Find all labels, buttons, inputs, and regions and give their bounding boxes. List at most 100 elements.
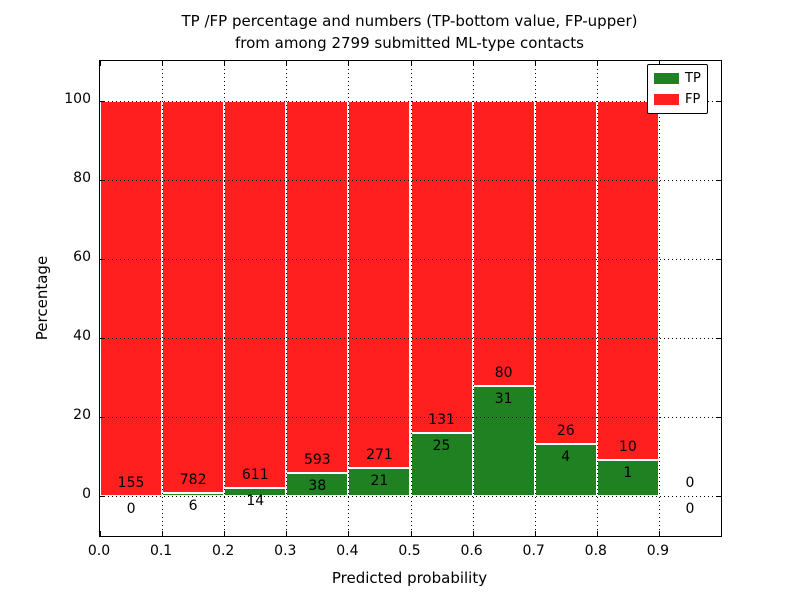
v-gridline [658,61,660,536]
y-tick-mark-right [716,258,721,260]
x-tick-mark [162,531,164,536]
v-gridline [224,61,226,536]
y-tick-mark [100,417,105,419]
x-tick-mark [472,531,474,536]
fp-count-label: 611 [241,466,269,483]
fp-bar-segment [534,100,597,444]
tp-bar-segment [596,460,659,497]
y-tick-mark [100,179,105,181]
fp-count-label: 131 [428,411,455,428]
x-tick-mark-top [410,61,412,66]
v-gridline [472,61,474,536]
tp-count-label: 0 [685,501,695,518]
plot-area: 155 0 782 6 611 14 593 38 271 21 131 25 80 31 26 4 10 1 0 0 [99,60,722,537]
tp-bar-segment [410,432,473,497]
y-tick-mark-right [716,100,721,102]
fp-legend-swatch [654,94,679,105]
tp-legend-label: TP [685,71,701,86]
y-tick-mark-right [716,179,721,181]
tp-count-label: 1 [623,465,633,482]
x-tick-mark-top [286,61,288,66]
y-tick-label: 100 [64,90,91,107]
y-tick-mark-right [716,338,721,340]
x-tick-mark [348,531,350,536]
x-tick-label: 0.4 [336,543,359,559]
y-tick-mark-right [716,417,721,419]
y-tick-mark [100,338,105,340]
tp-count-label: 4 [561,448,571,465]
legend-item-tp: TP [654,72,701,85]
y-tick-label: 20 [73,407,91,424]
x-tick-label: 0.3 [274,543,297,559]
x-tick-mark [286,531,288,536]
tp-count-label: 31 [494,390,513,407]
x-tick-mark-top [100,61,101,66]
x-tick-mark-top [472,61,474,66]
tp-count-label: 21 [370,472,389,489]
fp-count-label: 80 [494,364,513,381]
y-tick-mark [100,258,105,260]
x-tick-mark-top [348,61,350,66]
v-gridline [534,61,536,536]
v-gridline [410,61,412,536]
x-tick-label: 0.9 [646,543,670,559]
fp-legend-label: FP [685,92,701,107]
tp-bar-segment [472,385,535,497]
y-tick-label: 60 [73,248,91,265]
fp-bar-segment [596,100,659,461]
legend: TP FP [647,64,708,114]
fp-count-label: 271 [366,446,393,463]
x-tick-label: 0.6 [460,543,483,559]
fp-bar-segment [472,100,535,386]
fp-bar-segment [100,100,163,497]
fp-count-label: 10 [618,439,637,456]
x-tick-mark-top [534,61,536,66]
fp-count-label: 782 [179,472,207,489]
tp-count-label: 6 [188,498,198,515]
y-tick-mark-right [716,496,721,498]
x-tick-mark-top [596,61,598,66]
tp-count-label: 38 [308,477,327,494]
y-tick-mark [100,100,105,102]
y-tick-mark [100,496,105,498]
x-tick-mark [100,531,101,536]
fp-bar-segment [224,100,287,488]
tp-count-label: 25 [432,437,451,454]
fp-bar-segment [162,100,225,494]
y-tick-label: 40 [73,328,91,345]
v-gridline [596,61,598,536]
v-gridline [162,61,164,536]
x-tick-mark-top [658,61,660,66]
x-tick-label: 0.8 [584,543,607,559]
fp-bar-segment [286,100,349,473]
y-tick-label: 0 [82,486,91,503]
x-tick-mark [410,531,412,536]
v-gridline [286,61,288,536]
x-tick-label: 0.2 [212,543,235,559]
v-gridline [348,61,350,536]
fp-bar-segment [348,100,411,468]
x-tick-label: 0.7 [522,543,545,559]
chart-title: TP /FP percentage and numbers (TP-bottom… [181,12,638,52]
x-tick-mark [658,531,660,536]
x-tick-mark-top [224,61,226,66]
tp-count-label: 14 [246,492,265,509]
y-tick-label: 80 [73,169,91,186]
fp-count-label: 155 [117,475,145,492]
x-tick-mark [224,531,226,536]
tp-bar-segment [534,443,597,497]
x-tick-mark [596,531,598,536]
fp-count-label: 0 [685,475,695,492]
tp-legend-swatch [654,73,679,84]
x-tick-label: 0.5 [398,543,421,559]
fp-count-label: 593 [303,451,331,468]
fp-bar-segment [410,100,473,433]
tp-count-label: 0 [126,501,136,518]
x-axis-label: Predicted probability [331,569,488,587]
fp-count-label: 26 [556,422,575,439]
legend-item-fp: FP [654,93,701,106]
x-tick-label: 0.1 [149,543,173,559]
tp-bar-segment [348,467,411,497]
x-tick-mark [534,531,536,536]
